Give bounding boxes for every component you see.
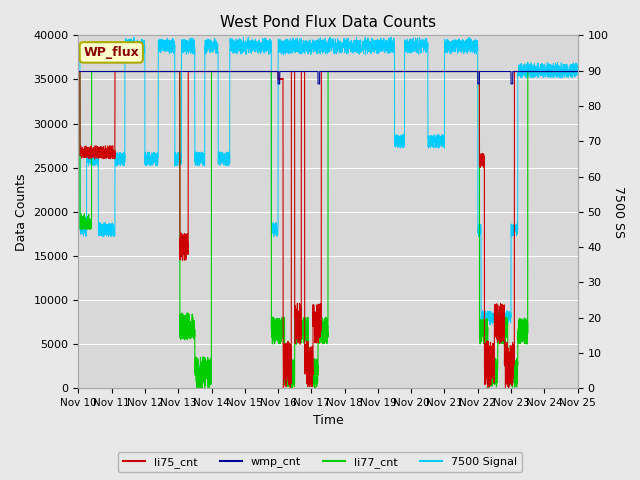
Y-axis label: Data Counts: Data Counts <box>15 173 28 251</box>
Y-axis label: 7500 SS: 7500 SS <box>612 186 625 238</box>
Text: WP_flux: WP_flux <box>83 46 139 59</box>
Title: West Pond Flux Data Counts: West Pond Flux Data Counts <box>220 15 436 30</box>
X-axis label: Time: Time <box>312 414 344 427</box>
Legend: li75_cnt, wmp_cnt, li77_cnt, 7500 Signal: li75_cnt, wmp_cnt, li77_cnt, 7500 Signal <box>118 452 522 472</box>
